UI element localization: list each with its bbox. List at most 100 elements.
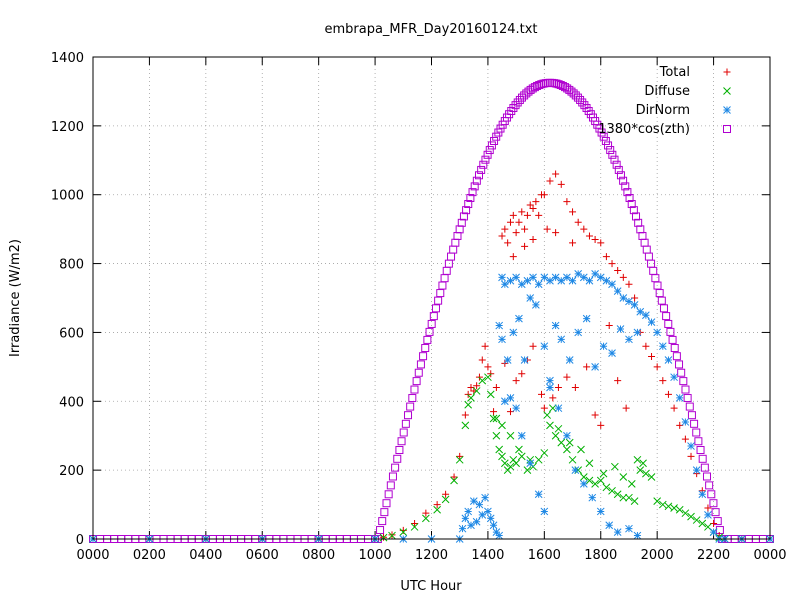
- curve-point: [537, 80, 546, 89]
- curve-point: [388, 472, 397, 481]
- curve-point: [391, 463, 400, 472]
- data-point: [518, 208, 526, 216]
- data-point: [658, 500, 667, 509]
- data-point: [484, 373, 492, 382]
- data-point: [504, 239, 512, 247]
- data-point: [422, 509, 430, 517]
- y-tick-label: 800: [59, 258, 84, 273]
- y-tick-label: 1200: [51, 120, 84, 135]
- data-point: [614, 266, 622, 274]
- data-point: [625, 524, 633, 533]
- data-point: [664, 356, 673, 364]
- curve-point: [518, 93, 527, 102]
- data-point: [467, 393, 475, 402]
- curve-point: [393, 454, 402, 463]
- data-point: [512, 459, 520, 468]
- data-point: [585, 459, 594, 468]
- legend-label: DirNorm: [636, 103, 690, 118]
- data-point: [520, 356, 529, 364]
- data-point: [492, 414, 501, 423]
- curve-point: [466, 194, 475, 203]
- data-point: [551, 321, 560, 330]
- data-point: [579, 273, 588, 282]
- curve-point: [431, 304, 440, 313]
- curve-point: [685, 402, 694, 411]
- data-point: [642, 469, 650, 478]
- curve-point: [552, 79, 561, 88]
- data-point: [517, 452, 526, 461]
- data-point: [619, 473, 628, 481]
- curve-point: [468, 188, 477, 197]
- data-point: [625, 297, 633, 306]
- curve-point: [401, 419, 410, 428]
- data-point: [611, 462, 619, 471]
- data-point: [613, 528, 622, 536]
- data-point: [540, 404, 548, 412]
- data-point: [490, 408, 498, 416]
- data-point: [698, 519, 707, 528]
- curve-point: [655, 289, 664, 298]
- data-point: [630, 497, 639, 505]
- y-axis-label: Irradiance (W/m2): [8, 239, 23, 357]
- curve-point: [511, 101, 520, 110]
- data-point: [630, 301, 639, 309]
- y-tick-label: 1400: [51, 51, 84, 66]
- curve-point: [408, 394, 417, 403]
- data-point: [433, 501, 441, 509]
- data-point: [633, 531, 642, 540]
- data-point: [591, 363, 599, 371]
- curve-point: [623, 188, 632, 197]
- data-point: [625, 335, 633, 344]
- curve-point: [696, 446, 705, 455]
- data-point: [602, 253, 610, 261]
- x-axis-label: UTC Hour: [400, 579, 462, 594]
- data-point: [579, 480, 588, 488]
- data-point: [596, 273, 605, 282]
- data-point: [484, 507, 492, 516]
- curve-point: [621, 182, 630, 191]
- curve-point: [397, 437, 406, 446]
- data-point: [653, 497, 662, 505]
- data-point: [548, 404, 557, 413]
- curve-point: [632, 212, 641, 221]
- data-point: [636, 307, 645, 316]
- curve-point: [683, 394, 692, 403]
- data-point: [534, 280, 543, 289]
- curve-point: [694, 437, 703, 446]
- data-point: [591, 411, 599, 419]
- data-point: [625, 493, 633, 502]
- curve-point: [419, 352, 428, 361]
- y-tick-label: 0: [76, 533, 84, 548]
- data-point: [569, 208, 577, 216]
- data-point: [648, 353, 656, 361]
- legend-marker: [723, 125, 731, 133]
- data-point: [538, 390, 546, 398]
- curve-point: [434, 296, 443, 305]
- curve-point: [707, 490, 716, 499]
- data-point: [512, 229, 520, 237]
- data-point: [670, 373, 678, 382]
- data-point: [532, 301, 540, 309]
- data-point: [492, 384, 500, 392]
- data-point: [433, 505, 441, 514]
- data-point: [704, 511, 712, 519]
- data-points: [89, 78, 774, 543]
- data-point: [588, 493, 597, 502]
- curve-point: [490, 136, 499, 145]
- data-point: [455, 455, 464, 464]
- data-point: [608, 486, 616, 495]
- data-point: [526, 459, 535, 468]
- data-point: [597, 239, 605, 247]
- x-tick-label: 0600: [246, 548, 279, 563]
- curve-point: [481, 155, 490, 164]
- x-tick-label: 0000: [76, 548, 109, 563]
- curve-point: [612, 160, 621, 169]
- data-point: [681, 418, 690, 426]
- data-point: [540, 507, 549, 516]
- data-point: [551, 431, 560, 440]
- data-point: [569, 239, 577, 247]
- curve-point: [376, 526, 385, 535]
- data-point: [534, 490, 543, 499]
- data-point: [464, 400, 473, 409]
- data-point: [619, 273, 627, 281]
